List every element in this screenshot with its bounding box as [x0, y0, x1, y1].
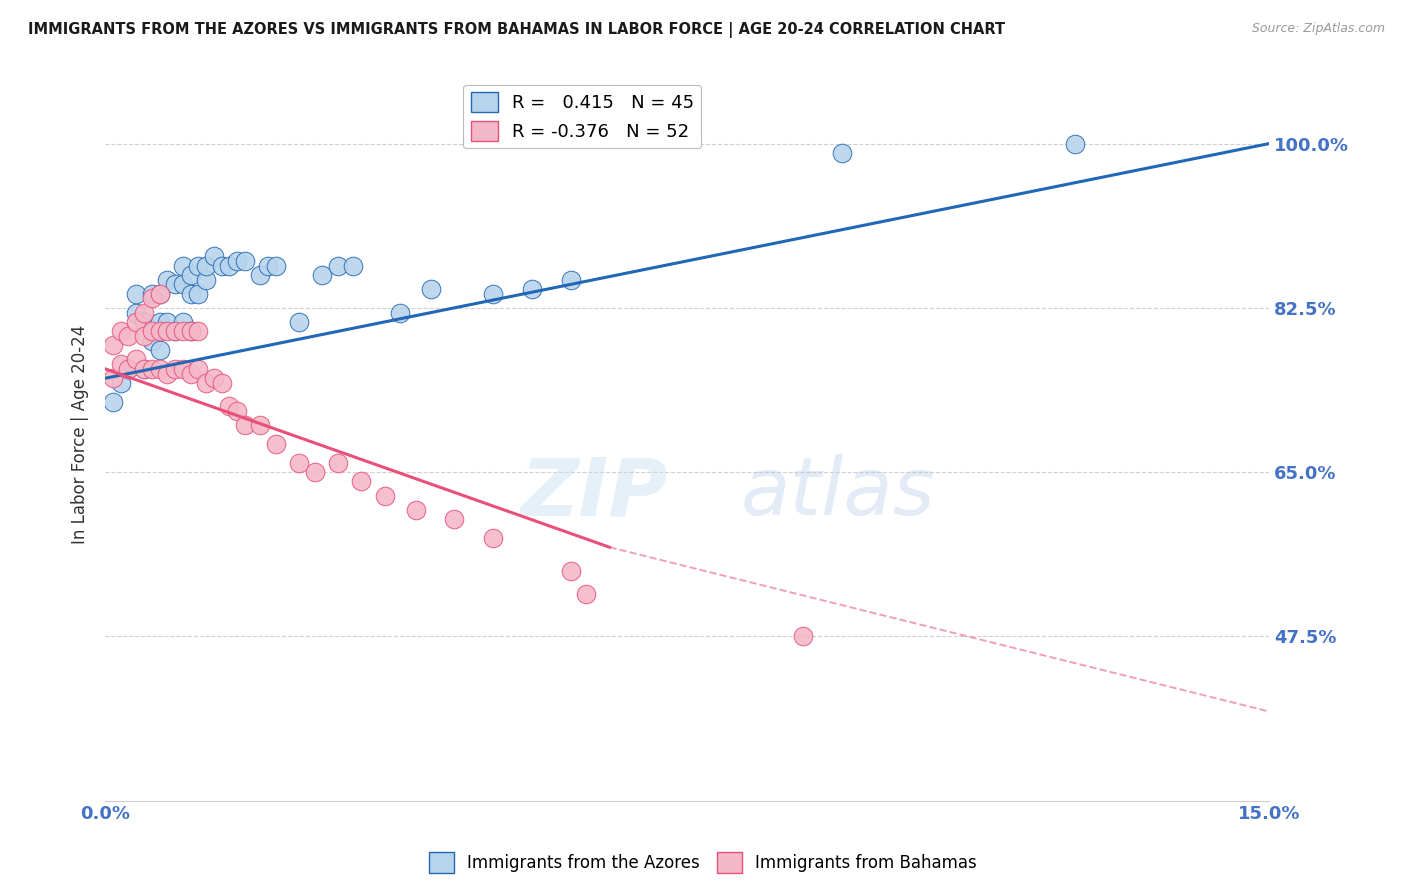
Point — [249, 268, 271, 282]
Point — [117, 362, 139, 376]
Point — [156, 273, 179, 287]
Point — [575, 587, 598, 601]
Point — [156, 324, 179, 338]
Point — [110, 376, 132, 390]
Point — [156, 367, 179, 381]
Point — [156, 315, 179, 329]
Point — [257, 259, 280, 273]
Point — [218, 400, 240, 414]
Point — [101, 394, 124, 409]
Point — [125, 286, 148, 301]
Point — [148, 362, 170, 376]
Text: IMMIGRANTS FROM THE AZORES VS IMMIGRANTS FROM BAHAMAS IN LABOR FORCE | AGE 20-24: IMMIGRANTS FROM THE AZORES VS IMMIGRANTS… — [28, 22, 1005, 38]
Point — [288, 315, 311, 329]
Y-axis label: In Labor Force | Age 20-24: In Labor Force | Age 20-24 — [72, 325, 89, 544]
Point — [350, 475, 373, 489]
Point — [211, 259, 233, 273]
Point — [304, 465, 326, 479]
Point — [560, 273, 582, 287]
Point — [172, 362, 194, 376]
Point — [125, 352, 148, 367]
Point — [389, 305, 412, 319]
Point — [326, 259, 349, 273]
Point — [187, 286, 209, 301]
Point — [163, 324, 186, 338]
Point — [311, 268, 333, 282]
Point — [226, 254, 249, 268]
Point — [180, 286, 202, 301]
Point — [163, 277, 186, 292]
Point — [180, 324, 202, 338]
Point — [831, 146, 853, 161]
Point — [172, 324, 194, 338]
Point — [110, 324, 132, 338]
Point — [187, 259, 209, 273]
Point — [163, 362, 186, 376]
Point — [117, 329, 139, 343]
Point — [163, 324, 186, 338]
Point — [101, 338, 124, 352]
Point — [117, 362, 139, 376]
Point — [195, 259, 218, 273]
Point — [180, 268, 202, 282]
Point — [482, 286, 505, 301]
Point — [110, 357, 132, 371]
Point — [141, 324, 163, 338]
Legend: Immigrants from the Azores, Immigrants from Bahamas: Immigrants from the Azores, Immigrants f… — [422, 846, 984, 880]
Point — [141, 292, 163, 306]
Point — [141, 286, 163, 301]
Point — [342, 259, 364, 273]
Point — [195, 273, 218, 287]
Point — [226, 404, 249, 418]
Point — [211, 376, 233, 390]
Point — [125, 305, 148, 319]
Point — [249, 418, 271, 433]
Point — [202, 371, 225, 385]
Point — [187, 362, 209, 376]
Point — [187, 324, 209, 338]
Point — [202, 249, 225, 263]
Point — [520, 282, 543, 296]
Point — [195, 376, 218, 390]
Point — [172, 277, 194, 292]
Point — [148, 315, 170, 329]
Point — [141, 334, 163, 348]
Point — [180, 324, 202, 338]
Point — [482, 531, 505, 545]
Point — [148, 286, 170, 301]
Point — [141, 362, 163, 376]
Point — [560, 564, 582, 578]
Point — [148, 343, 170, 357]
Text: ZIP: ZIP — [520, 454, 668, 533]
Text: atlas: atlas — [741, 454, 936, 533]
Point — [792, 629, 814, 643]
Text: Source: ZipAtlas.com: Source: ZipAtlas.com — [1251, 22, 1385, 36]
Point — [264, 437, 287, 451]
Point — [125, 315, 148, 329]
Point — [218, 259, 240, 273]
Point — [233, 254, 256, 268]
Point — [132, 329, 155, 343]
Point — [443, 512, 465, 526]
Point — [288, 456, 311, 470]
Point — [326, 456, 349, 470]
Point — [132, 305, 155, 319]
Point — [180, 367, 202, 381]
Point — [172, 315, 194, 329]
Point — [132, 362, 155, 376]
Point — [172, 259, 194, 273]
Point — [148, 324, 170, 338]
Point — [373, 489, 395, 503]
Point — [264, 259, 287, 273]
Point — [405, 502, 427, 516]
Point — [233, 418, 256, 433]
Point — [148, 286, 170, 301]
Point — [132, 315, 155, 329]
Point — [101, 371, 124, 385]
Point — [420, 282, 443, 296]
Point — [132, 362, 155, 376]
Point — [1064, 136, 1087, 151]
Legend: R =   0.415   N = 45, R = -0.376   N = 52: R = 0.415 N = 45, R = -0.376 N = 52 — [464, 85, 702, 148]
